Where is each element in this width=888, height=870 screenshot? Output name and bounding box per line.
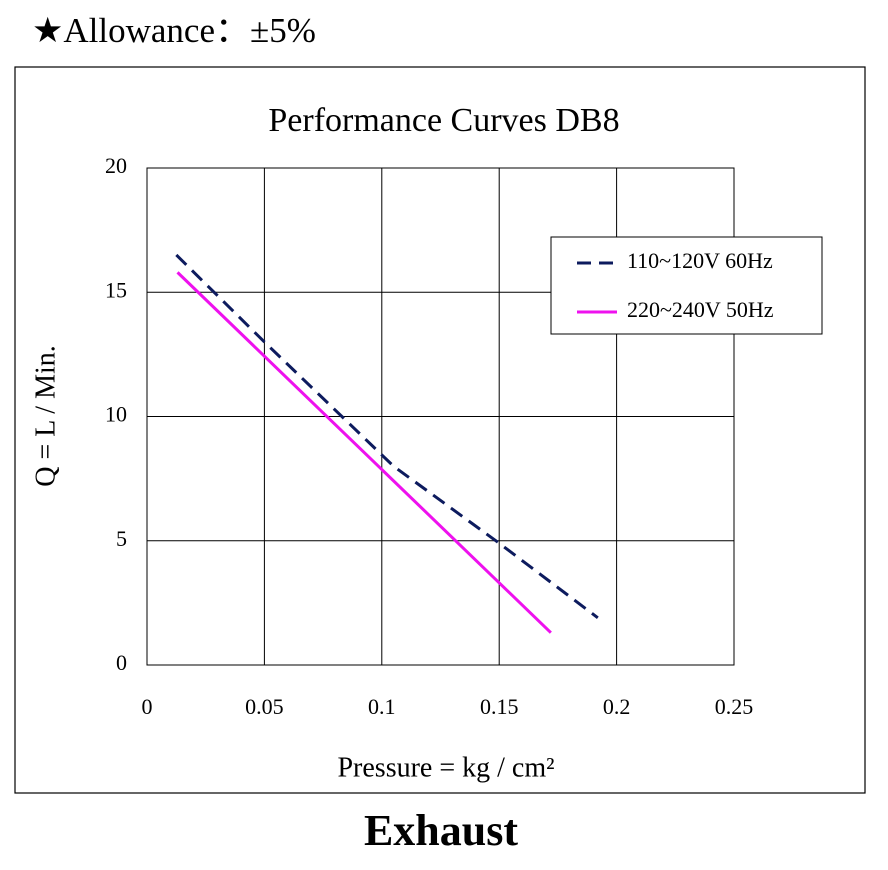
y-axis-label: Q = L / Min. [30,345,61,487]
chart-title: Performance Curves DB8 [268,102,619,139]
series-line [175,253,599,619]
legend-label: 220~240V 50Hz [627,297,774,322]
x-tick-label: 0.05 [245,694,284,719]
y-tick-label: 0 [116,650,127,675]
y-tick-label: 10 [105,402,127,427]
y-tick-label: 15 [105,277,127,302]
x-tick-label: 0.15 [480,694,519,719]
legend-label: 110~120V 60Hz [627,248,773,273]
x-tick-label: 0.2 [603,694,631,719]
frame [14,66,866,794]
footer: Exhaust [364,806,518,855]
legend-box [550,236,823,335]
y-tick-label: 20 [105,153,127,178]
header: ★Allowance：±5% [32,11,316,50]
x-axis-label: Pressure = kg / cm² [337,752,554,783]
y-tick-label: 5 [116,526,127,551]
x-tick-label: 0.25 [715,694,754,719]
series-line [176,271,552,634]
x-tick-label: 0 [142,694,153,719]
x-tick-label: 0.1 [368,694,396,719]
